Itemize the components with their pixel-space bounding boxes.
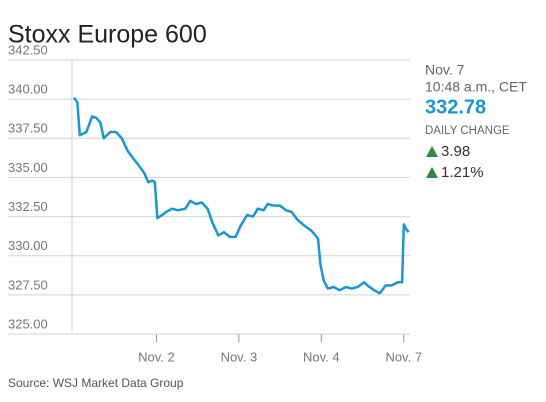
y-tick-label: 340.00 bbox=[8, 82, 48, 97]
up-arrow bbox=[426, 146, 438, 157]
y-tick-label: 330.00 bbox=[8, 238, 48, 253]
info-time: 10:48 a.m., CET bbox=[425, 79, 527, 95]
y-tick-label: 325.00 bbox=[8, 316, 48, 331]
source: Source: WSJ Market Data Group bbox=[8, 376, 184, 390]
info-price: 332.78 bbox=[425, 96, 486, 118]
info-date: Nov. 7 bbox=[425, 62, 465, 78]
info-change-label: DAILY CHANGE bbox=[425, 125, 510, 137]
y-tick-label: 335.00 bbox=[8, 160, 48, 175]
price-line bbox=[72, 96, 410, 295]
y-tick-label: 327.50 bbox=[8, 277, 48, 292]
up-arrow bbox=[426, 167, 438, 178]
x-tick-label: Nov. 7 bbox=[385, 349, 422, 364]
info-change: 3.98 bbox=[441, 143, 470, 160]
y-tick-label: 332.50 bbox=[8, 199, 48, 214]
x-tick-label: Nov. 4 bbox=[303, 349, 340, 364]
info-change-pct: 1.21% bbox=[441, 164, 484, 181]
chart-title: Stoxx Europe 600 bbox=[8, 21, 207, 49]
y-tick-label: 337.50 bbox=[8, 121, 48, 136]
x-tick-label: Nov. 3 bbox=[221, 349, 258, 364]
x-tick-label: Nov. 2 bbox=[138, 349, 175, 364]
y-tick-label: 342.50 bbox=[8, 42, 48, 57]
